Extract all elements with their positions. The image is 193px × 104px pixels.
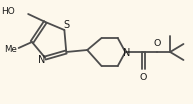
Text: N: N: [38, 55, 45, 65]
Text: O: O: [153, 40, 160, 48]
Text: N: N: [123, 48, 130, 58]
Text: S: S: [63, 20, 69, 30]
Text: Me: Me: [4, 46, 17, 54]
Text: O: O: [140, 72, 147, 82]
Text: HO: HO: [1, 7, 15, 17]
